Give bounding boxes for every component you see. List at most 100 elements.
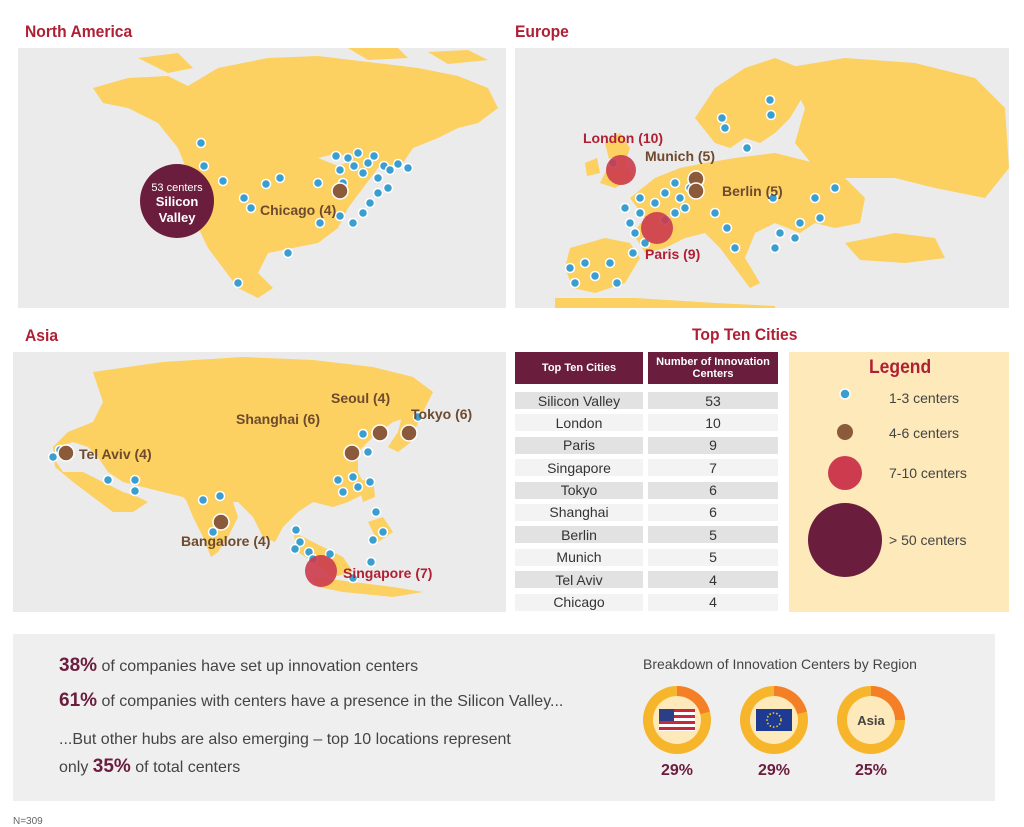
legend-item-3: 7-10 centers (889, 465, 967, 481)
berlin-label: Berlin (5) (722, 183, 783, 199)
stat-line-1: 38% of companies have set up innovation … (59, 655, 418, 677)
stat-3-text-b: only (59, 759, 93, 776)
legend-item-4: > 50 centers (889, 532, 967, 548)
donut-asia-label: Asia (857, 713, 885, 728)
table-header-city: Top Ten Cities (515, 352, 643, 384)
pct-us: 29% (660, 762, 694, 779)
table-cell-city: Berlin (515, 526, 643, 544)
na-small-dots (195, 137, 414, 289)
bangalore-marker (212, 513, 230, 531)
table-row: Silicon Valley 53 (515, 392, 778, 409)
seoul-marker (371, 424, 389, 442)
paris-label: Paris (9) (645, 246, 700, 262)
table-row: Munich 5 (515, 548, 778, 566)
stat-2-text: of companies with centers have a presenc… (97, 693, 564, 710)
us-flag-icon (659, 709, 695, 731)
eu-flag-icon (756, 709, 792, 731)
table-row: Tel Aviv 4 (515, 571, 778, 589)
north-america-svg: Chicago (4) 53 centers Silicon Valley (93, 48, 498, 298)
footnote: N=309 (13, 816, 43, 827)
stat-1-text: of companies have set up innovation cent… (97, 658, 419, 675)
europe-map: London (10) Paris (9) Munich (5) Berlin … (515, 48, 1009, 308)
tokyo-marker (400, 424, 418, 442)
table-cell-count: 53 (648, 392, 778, 409)
stat-3-pct: 35% (92, 756, 131, 777)
table-header-count: Number of Innovation Centers (648, 352, 778, 384)
table-row: Tokyo 6 (515, 481, 778, 499)
donut-asia: Asia (837, 686, 905, 754)
table-cell-count: 9 (648, 436, 778, 454)
table-cell-count: 4 (648, 571, 778, 589)
pct-asia: 25% (854, 762, 888, 779)
berlin-marker (687, 182, 705, 200)
stat-1-pct: 38% (59, 655, 98, 676)
table-cell-count: 4 (648, 593, 778, 611)
table-cell-city: Munich (515, 548, 643, 566)
legend-large-dot (828, 456, 862, 490)
table-cell-count: 5 (648, 526, 778, 544)
pct-eu: 29% (757, 762, 791, 779)
table-cell-count: 6 (648, 503, 778, 521)
stat-2-pct: 61% (59, 690, 98, 711)
table-cell-count: 5 (648, 548, 778, 566)
legend-item-1: 1-3 centers (889, 390, 960, 406)
tel-aviv-marker (57, 444, 75, 462)
tokyo-label: Tokyo (6) (411, 406, 472, 422)
stat-line-3a: ...But other hubs are also emerging – to… (59, 731, 511, 748)
munich-label: Munich (5) (645, 148, 715, 164)
table-row: Paris 9 (515, 436, 778, 454)
chicago-marker (331, 182, 349, 200)
europe-svg: London (10) Paris (9) Munich (5) Berlin … (555, 58, 1009, 308)
legend-title: Legend (869, 357, 932, 378)
north-america-title: North America (25, 22, 133, 41)
table-cell-city: Chicago (515, 593, 643, 611)
table-cell-count: 10 (648, 414, 778, 432)
london-label: London (10) (583, 130, 663, 146)
table-cell-city: London (515, 414, 643, 432)
bangalore-label: Bangalore (4) (181, 533, 270, 549)
table-cell-count: 6 (648, 481, 778, 499)
table-row: London 10 (515, 414, 778, 432)
chicago-label: Chicago (4) (260, 202, 336, 218)
silicon-valley-name-1: Silicon (156, 194, 199, 209)
shanghai-marker (343, 444, 361, 462)
donut-us (643, 686, 711, 754)
breakdown-title: Breakdown of Innovation Centers by Regio… (643, 656, 917, 672)
london-marker (606, 155, 636, 185)
table-row: Berlin 5 (515, 526, 778, 544)
table-row: Singapore 7 (515, 459, 778, 477)
legend-small-dot (839, 388, 851, 400)
asia-title: Asia (25, 326, 59, 345)
paris-marker (641, 212, 673, 244)
legend-svg (808, 388, 882, 577)
table-cell-city: Tokyo (515, 481, 643, 499)
asia-svg: Tel Aviv (4) Shanghai (6) Seoul (4) Toky… (47, 357, 472, 597)
legend-item-2: 4-6 centers (889, 425, 960, 441)
table-row: Shanghai 6 (515, 503, 778, 521)
seoul-label: Seoul (4) (331, 390, 390, 406)
legend-medium-dot (837, 424, 853, 440)
legend-box: Legend 1-3 centers 4-6 centers 7-10 cent… (789, 352, 1009, 612)
silicon-valley-marker (140, 164, 214, 238)
breakdown-donuts: Asia (643, 686, 905, 754)
table-cell-city: Singapore (515, 459, 643, 477)
stat-line-2: 61% of companies with centers have a pre… (59, 690, 563, 712)
top-ten-title: Top Ten Cities (692, 325, 798, 344)
asia-map: Tel Aviv (4) Shanghai (6) Seoul (4) Toky… (13, 352, 506, 612)
table-cell-city: Paris (515, 436, 643, 454)
table-row: Chicago 4 (515, 593, 778, 611)
europe-title: Europe (515, 22, 569, 41)
table-cell-city: Shanghai (515, 503, 643, 521)
top-ten-table: Silicon Valley 53 London 10 Paris 9 Singapore 7… (515, 392, 778, 616)
donut-eu (740, 686, 808, 754)
table-cell-city: Tel Aviv (515, 571, 643, 589)
legend-xl-dot (808, 503, 882, 577)
singapore-marker (305, 555, 337, 587)
stat-3-text-c: of total centers (130, 759, 241, 776)
north-america-map: Chicago (4) 53 centers Silicon Valley (18, 48, 506, 308)
stats-panel: 38% of companies have set up innovation … (13, 634, 995, 801)
silicon-valley-count: 53 centers (151, 182, 203, 194)
shanghai-label: Shanghai (6) (236, 411, 320, 427)
singapore-label: Singapore (7) (343, 565, 432, 581)
table-cell-city: Silicon Valley (515, 392, 643, 409)
